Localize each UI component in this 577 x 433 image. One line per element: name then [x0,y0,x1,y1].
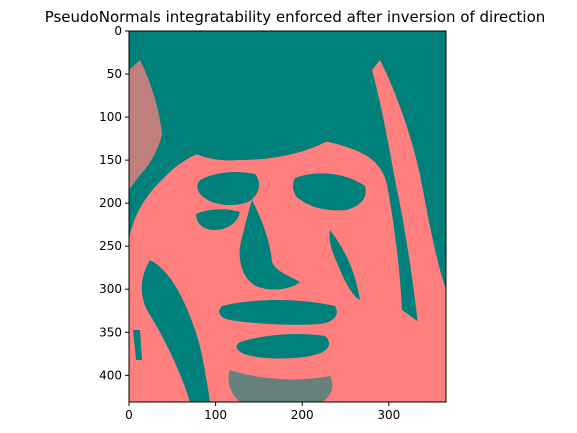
y-tick-label: 400 [99,368,122,382]
left-edge-texture [133,330,142,360]
y-tick-label: 50 [107,67,122,81]
y-axis: 0 50 100 150 200 250 300 350 400 [99,24,129,382]
chart-title: PseudoNormals integratability enforced a… [45,8,546,26]
y-tick-label: 0 [114,24,122,38]
y-tick-label: 150 [99,153,122,167]
x-tick-label: 0 [125,408,133,422]
x-axis: 0 100 200 300 [125,402,400,422]
left-eye-region [197,172,260,206]
left-cheek-shadow [141,260,210,402]
right-eye-region [292,173,366,211]
y-tick-label: 100 [99,110,122,124]
mouth-upper [219,300,337,325]
y-tick-label: 250 [99,239,122,253]
plot-area [128,30,447,403]
hair-strand [372,60,446,402]
axes-frame [128,30,447,403]
face-region [129,137,446,402]
nose-shadow [239,200,300,290]
x-tick-label: 100 [204,408,227,422]
left-eye-shadow [196,209,240,230]
hair-strand [129,60,162,190]
right-cheek-shadow [329,230,360,300]
y-tick-label: 200 [99,196,122,210]
mouth-lower [236,334,330,359]
y-tick-label: 350 [99,325,122,339]
x-tick-label: 200 [291,408,314,422]
chin-shadow [228,370,333,402]
x-tick-label: 300 [377,408,400,422]
face-image [129,60,446,402]
y-tick-label: 300 [99,282,122,296]
forehead-shadow [180,122,340,161]
